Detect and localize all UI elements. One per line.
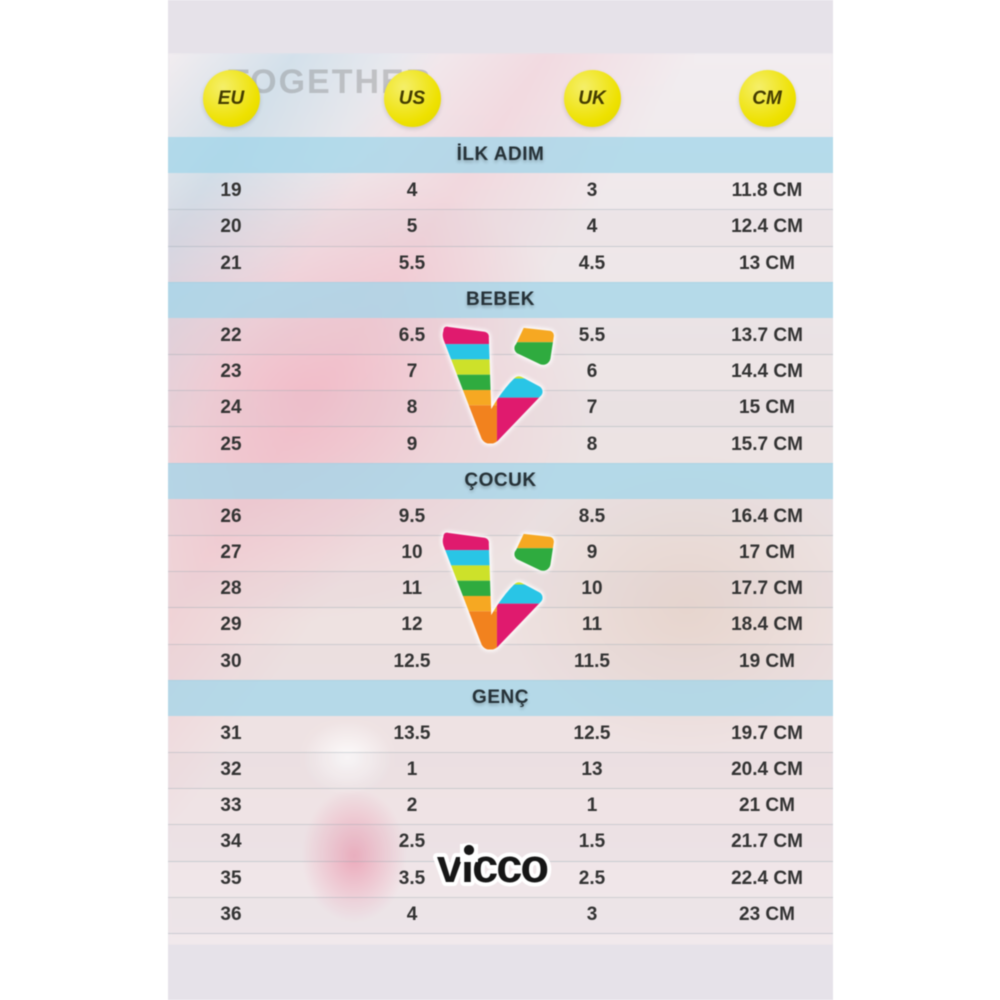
- svg-text:vicco: vicco: [437, 839, 547, 892]
